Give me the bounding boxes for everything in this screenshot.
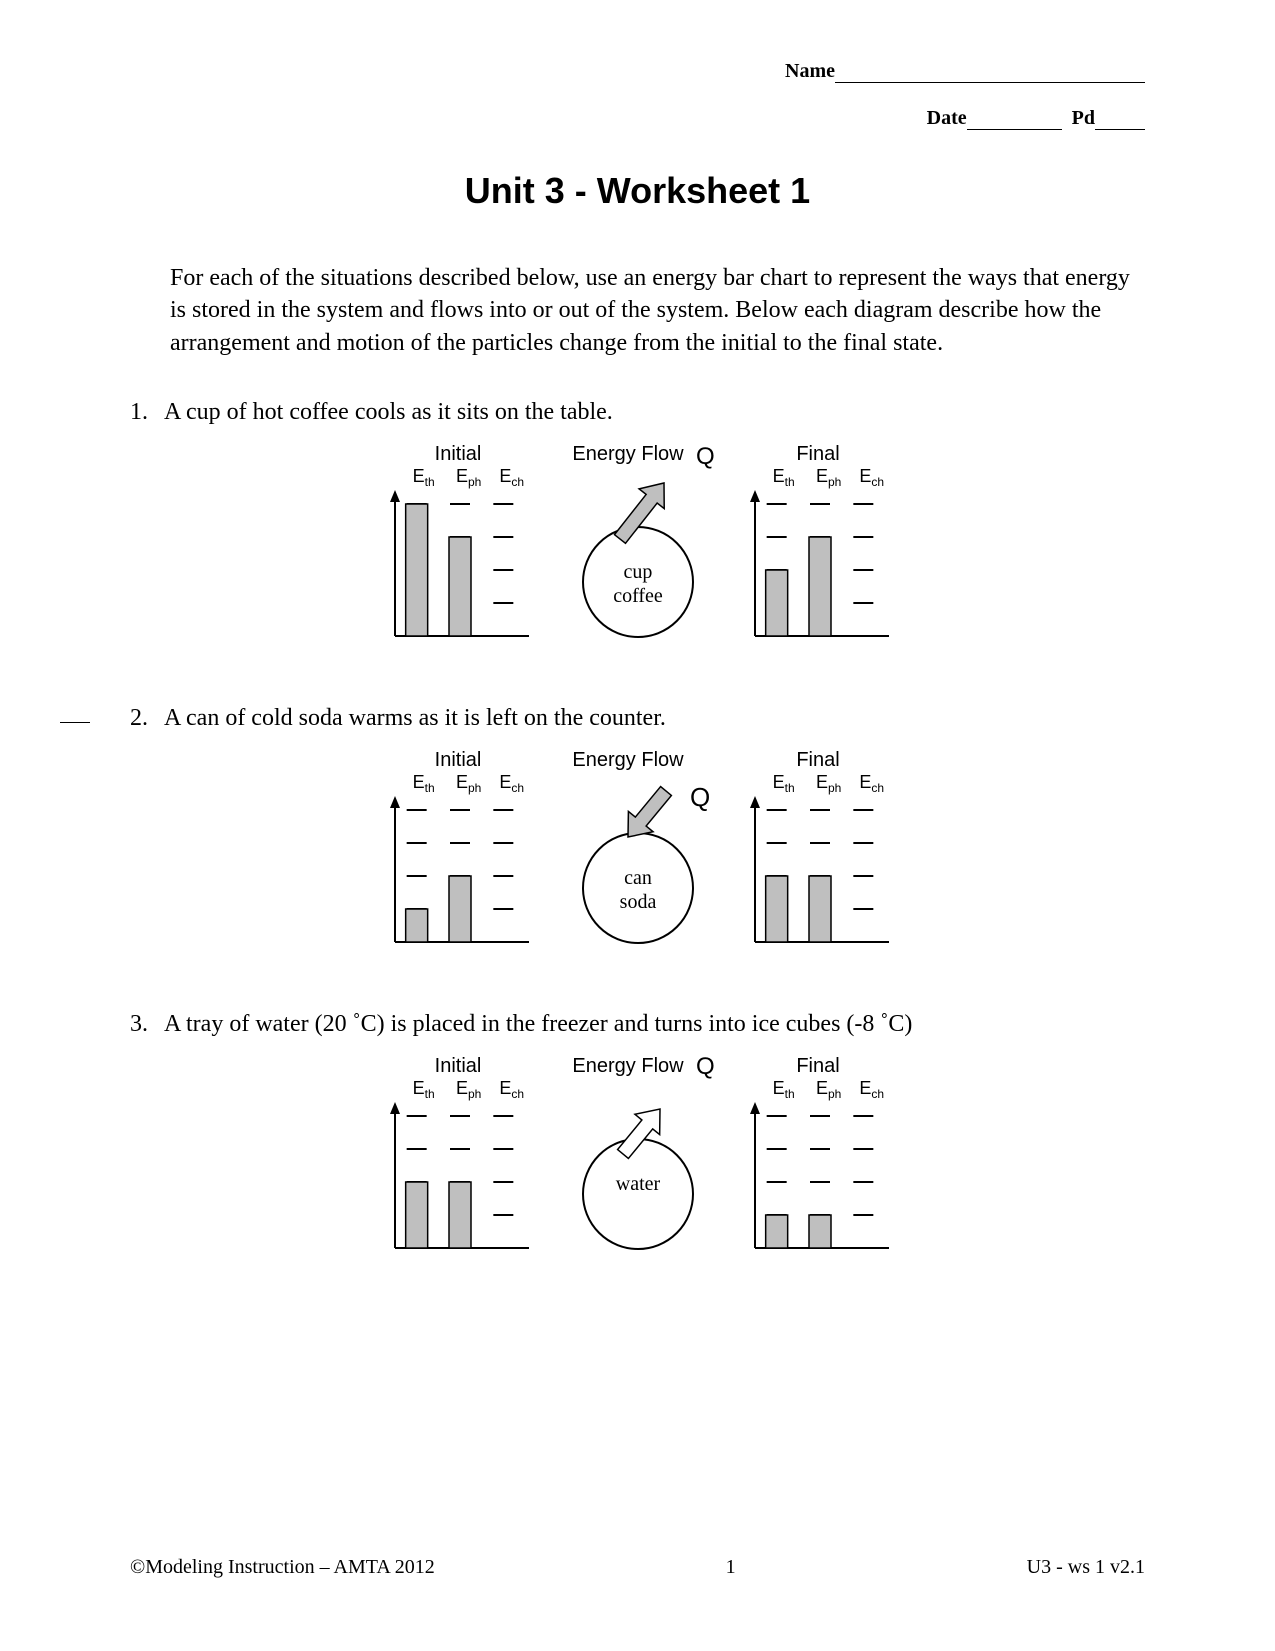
svg-text:E: E xyxy=(859,772,871,792)
svg-text:E: E xyxy=(816,772,828,792)
diagram-2: InitialEthEphEchEnergy FlowQcansodaFinal… xyxy=(130,744,1145,961)
svg-text:E: E xyxy=(772,466,784,486)
svg-text:E: E xyxy=(859,1078,871,1098)
svg-text:Final: Final xyxy=(796,749,839,771)
q3-text: A tray of water (20 ˚C) is placed in the… xyxy=(164,1011,912,1037)
svg-text:ch: ch xyxy=(511,475,524,489)
header-fields: Name Date Pd xyxy=(130,60,1145,130)
name-blank[interactable] xyxy=(835,67,1145,83)
svg-text:water: water xyxy=(615,1173,660,1195)
svg-text:th: th xyxy=(424,781,434,795)
svg-text:th: th xyxy=(784,1087,794,1101)
date-label: Date xyxy=(927,107,967,129)
svg-text:E: E xyxy=(456,466,468,486)
margin-tick xyxy=(60,722,90,723)
svg-text:Final: Final xyxy=(796,1055,839,1077)
diagram-1: InitialEthEphEchEnergy FlowQcupcoffeeFin… xyxy=(130,438,1145,655)
svg-text:Q: Q xyxy=(690,782,710,812)
page-title: Unit 3 - Worksheet 1 xyxy=(130,170,1145,212)
svg-text:E: E xyxy=(412,1078,424,1098)
svg-text:E: E xyxy=(412,466,424,486)
question-2: 2.A can of cold soda warms as it is left… xyxy=(130,705,1145,961)
svg-text:E: E xyxy=(456,772,468,792)
svg-text:Q: Q xyxy=(696,443,715,470)
diagram-3: InitialEthEphEchEnergy FlowQwaterFinalEt… xyxy=(130,1050,1145,1267)
svg-text:Q: Q xyxy=(696,1053,715,1080)
svg-text:coffee: coffee xyxy=(613,585,663,607)
q3-num: 3. xyxy=(130,1011,164,1038)
footer-right: U3 - ws 1 v2.1 xyxy=(1027,1556,1145,1579)
svg-text:E: E xyxy=(772,772,784,792)
svg-text:soda: soda xyxy=(619,891,656,913)
svg-text:Energy Flow: Energy Flow xyxy=(572,443,684,465)
svg-text:E: E xyxy=(456,1078,468,1098)
svg-text:cup: cup xyxy=(623,561,652,583)
svg-text:E: E xyxy=(859,466,871,486)
svg-text:E: E xyxy=(412,772,424,792)
q1-num: 1. xyxy=(130,399,164,426)
intro-text: For each of the situations described bel… xyxy=(170,262,1145,359)
svg-text:ch: ch xyxy=(871,1087,884,1101)
svg-text:E: E xyxy=(499,466,511,486)
svg-text:ch: ch xyxy=(871,475,884,489)
svg-text:Initial: Initial xyxy=(434,443,481,465)
footer-left: ©Modeling Instruction – AMTA 2012 xyxy=(130,1556,435,1579)
svg-text:E: E xyxy=(816,466,828,486)
svg-text:ch: ch xyxy=(871,781,884,795)
svg-text:th: th xyxy=(424,475,434,489)
date-blank[interactable] xyxy=(967,114,1062,130)
question-1: 1.A cup of hot coffee cools as it sits o… xyxy=(130,399,1145,655)
svg-text:can: can xyxy=(624,867,652,889)
svg-text:E: E xyxy=(816,1078,828,1098)
svg-text:th: th xyxy=(784,475,794,489)
svg-text:Initial: Initial xyxy=(434,749,481,771)
q2-text: A can of cold soda warms as it is left o… xyxy=(164,705,666,731)
svg-text:Final: Final xyxy=(796,443,839,465)
svg-text:ph: ph xyxy=(468,781,481,795)
name-label: Name xyxy=(785,60,835,82)
footer: ©Modeling Instruction – AMTA 2012 1 U3 -… xyxy=(130,1556,1145,1579)
svg-text:E: E xyxy=(772,1078,784,1098)
svg-text:Energy Flow: Energy Flow xyxy=(572,1055,684,1077)
q2-num: 2. xyxy=(130,705,164,732)
svg-text:th: th xyxy=(424,1087,434,1101)
question-3: 3.A tray of water (20 ˚C) is placed in t… xyxy=(130,1011,1145,1267)
svg-text:ph: ph xyxy=(468,475,481,489)
svg-text:ph: ph xyxy=(828,1087,841,1101)
pd-blank[interactable] xyxy=(1095,114,1145,130)
svg-text:ph: ph xyxy=(468,1087,481,1101)
pd-label: Pd xyxy=(1072,107,1095,129)
svg-text:E: E xyxy=(499,772,511,792)
footer-center: 1 xyxy=(726,1556,736,1579)
svg-text:ph: ph xyxy=(828,475,841,489)
svg-text:ch: ch xyxy=(511,1087,524,1101)
svg-text:ch: ch xyxy=(511,781,524,795)
svg-text:Initial: Initial xyxy=(434,1055,481,1077)
q1-text: A cup of hot coffee cools as it sits on … xyxy=(164,399,613,425)
svg-text:ph: ph xyxy=(828,781,841,795)
svg-text:Energy Flow: Energy Flow xyxy=(572,749,684,771)
svg-text:E: E xyxy=(499,1078,511,1098)
svg-text:th: th xyxy=(784,781,794,795)
